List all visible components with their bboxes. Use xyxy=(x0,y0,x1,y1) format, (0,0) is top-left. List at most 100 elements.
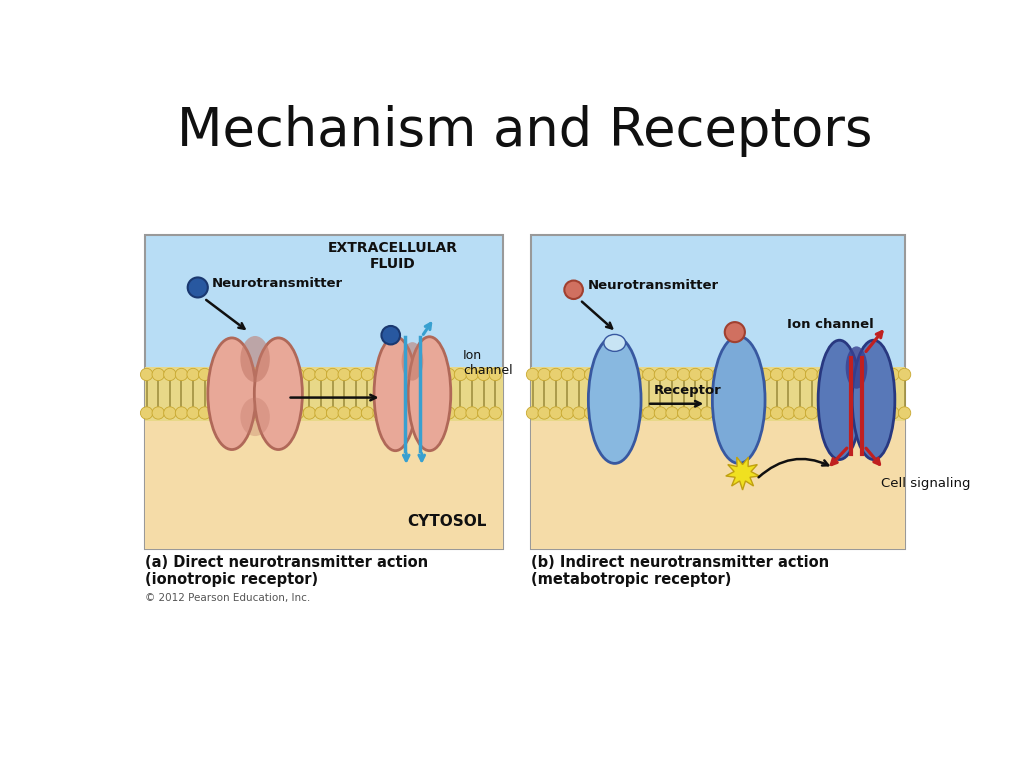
Circle shape xyxy=(385,369,397,381)
Circle shape xyxy=(631,369,643,381)
Circle shape xyxy=(396,407,409,419)
Ellipse shape xyxy=(604,334,626,352)
Circle shape xyxy=(164,369,176,381)
Circle shape xyxy=(152,369,165,381)
Circle shape xyxy=(152,407,165,419)
Ellipse shape xyxy=(713,336,765,463)
Circle shape xyxy=(381,326,400,344)
Circle shape xyxy=(876,369,888,381)
Circle shape xyxy=(700,369,713,381)
Circle shape xyxy=(770,407,783,419)
Circle shape xyxy=(654,369,667,381)
Circle shape xyxy=(678,407,690,419)
Circle shape xyxy=(292,369,304,381)
Circle shape xyxy=(292,407,304,419)
Circle shape xyxy=(349,407,362,419)
Circle shape xyxy=(561,407,573,419)
Text: EXTRACELLULAR
FLUID: EXTRACELLULAR FLUID xyxy=(328,241,458,271)
Circle shape xyxy=(257,407,269,419)
Text: © 2012 Pearson Education, Inc.: © 2012 Pearson Education, Inc. xyxy=(145,594,310,604)
Circle shape xyxy=(852,369,864,381)
Circle shape xyxy=(408,369,420,381)
Circle shape xyxy=(828,407,841,419)
Circle shape xyxy=(841,369,853,381)
Circle shape xyxy=(550,369,562,381)
Circle shape xyxy=(233,369,246,381)
Circle shape xyxy=(607,369,621,381)
Circle shape xyxy=(561,369,573,381)
Circle shape xyxy=(187,369,200,381)
Circle shape xyxy=(770,369,783,381)
Circle shape xyxy=(898,369,910,381)
Circle shape xyxy=(666,407,678,419)
Circle shape xyxy=(887,407,899,419)
Text: Cell signaling: Cell signaling xyxy=(882,476,971,489)
Circle shape xyxy=(455,369,467,381)
Circle shape xyxy=(841,407,853,419)
Circle shape xyxy=(724,369,736,381)
Circle shape xyxy=(303,369,315,381)
Bar xyxy=(531,367,904,421)
Circle shape xyxy=(585,369,597,381)
Circle shape xyxy=(420,369,432,381)
Circle shape xyxy=(805,407,818,419)
Circle shape xyxy=(678,369,690,381)
Text: (a) Direct neurotransmitter action
(ionotropic receptor): (a) Direct neurotransmitter action (iono… xyxy=(145,555,428,588)
Circle shape xyxy=(222,407,234,419)
Circle shape xyxy=(564,280,583,299)
Circle shape xyxy=(725,322,744,342)
Polygon shape xyxy=(726,457,760,490)
Bar xyxy=(145,367,503,421)
Ellipse shape xyxy=(254,338,302,449)
Circle shape xyxy=(538,369,550,381)
Circle shape xyxy=(689,369,701,381)
Circle shape xyxy=(175,407,187,419)
Text: Ion
channel: Ion channel xyxy=(463,349,512,377)
Circle shape xyxy=(620,407,632,419)
Ellipse shape xyxy=(818,340,861,459)
Circle shape xyxy=(431,407,443,419)
Circle shape xyxy=(852,407,864,419)
Circle shape xyxy=(782,407,795,419)
Circle shape xyxy=(466,369,478,381)
Circle shape xyxy=(863,369,876,381)
Circle shape xyxy=(420,407,432,419)
Ellipse shape xyxy=(846,346,867,389)
Circle shape xyxy=(654,407,667,419)
Circle shape xyxy=(466,407,478,419)
Text: CYTOSOL: CYTOSOL xyxy=(408,515,487,529)
Circle shape xyxy=(396,369,409,381)
Circle shape xyxy=(442,369,455,381)
Circle shape xyxy=(314,369,328,381)
Text: Mechanism and Receptors: Mechanism and Receptors xyxy=(177,104,872,157)
Circle shape xyxy=(489,407,502,419)
Text: (b) Indirect neurotransmitter action
(metabotropic receptor): (b) Indirect neurotransmitter action (me… xyxy=(531,555,829,588)
Bar xyxy=(145,234,503,549)
Circle shape xyxy=(607,407,621,419)
Circle shape xyxy=(222,369,234,381)
Ellipse shape xyxy=(241,398,270,436)
Circle shape xyxy=(828,369,841,381)
Bar xyxy=(531,234,904,549)
Circle shape xyxy=(210,369,222,381)
Circle shape xyxy=(538,407,550,419)
Circle shape xyxy=(689,407,701,419)
Circle shape xyxy=(489,369,502,381)
Circle shape xyxy=(887,369,899,381)
Circle shape xyxy=(268,407,281,419)
Ellipse shape xyxy=(374,336,417,451)
Ellipse shape xyxy=(852,340,895,459)
Bar xyxy=(145,417,503,549)
Circle shape xyxy=(233,407,246,419)
Circle shape xyxy=(314,407,328,419)
Circle shape xyxy=(631,407,643,419)
Circle shape xyxy=(442,407,455,419)
Text: Ion channel: Ion channel xyxy=(786,318,873,331)
Circle shape xyxy=(748,369,760,381)
Circle shape xyxy=(666,369,678,381)
Circle shape xyxy=(643,407,655,419)
Ellipse shape xyxy=(589,336,641,463)
Circle shape xyxy=(373,407,385,419)
Circle shape xyxy=(759,407,771,419)
Circle shape xyxy=(245,369,257,381)
